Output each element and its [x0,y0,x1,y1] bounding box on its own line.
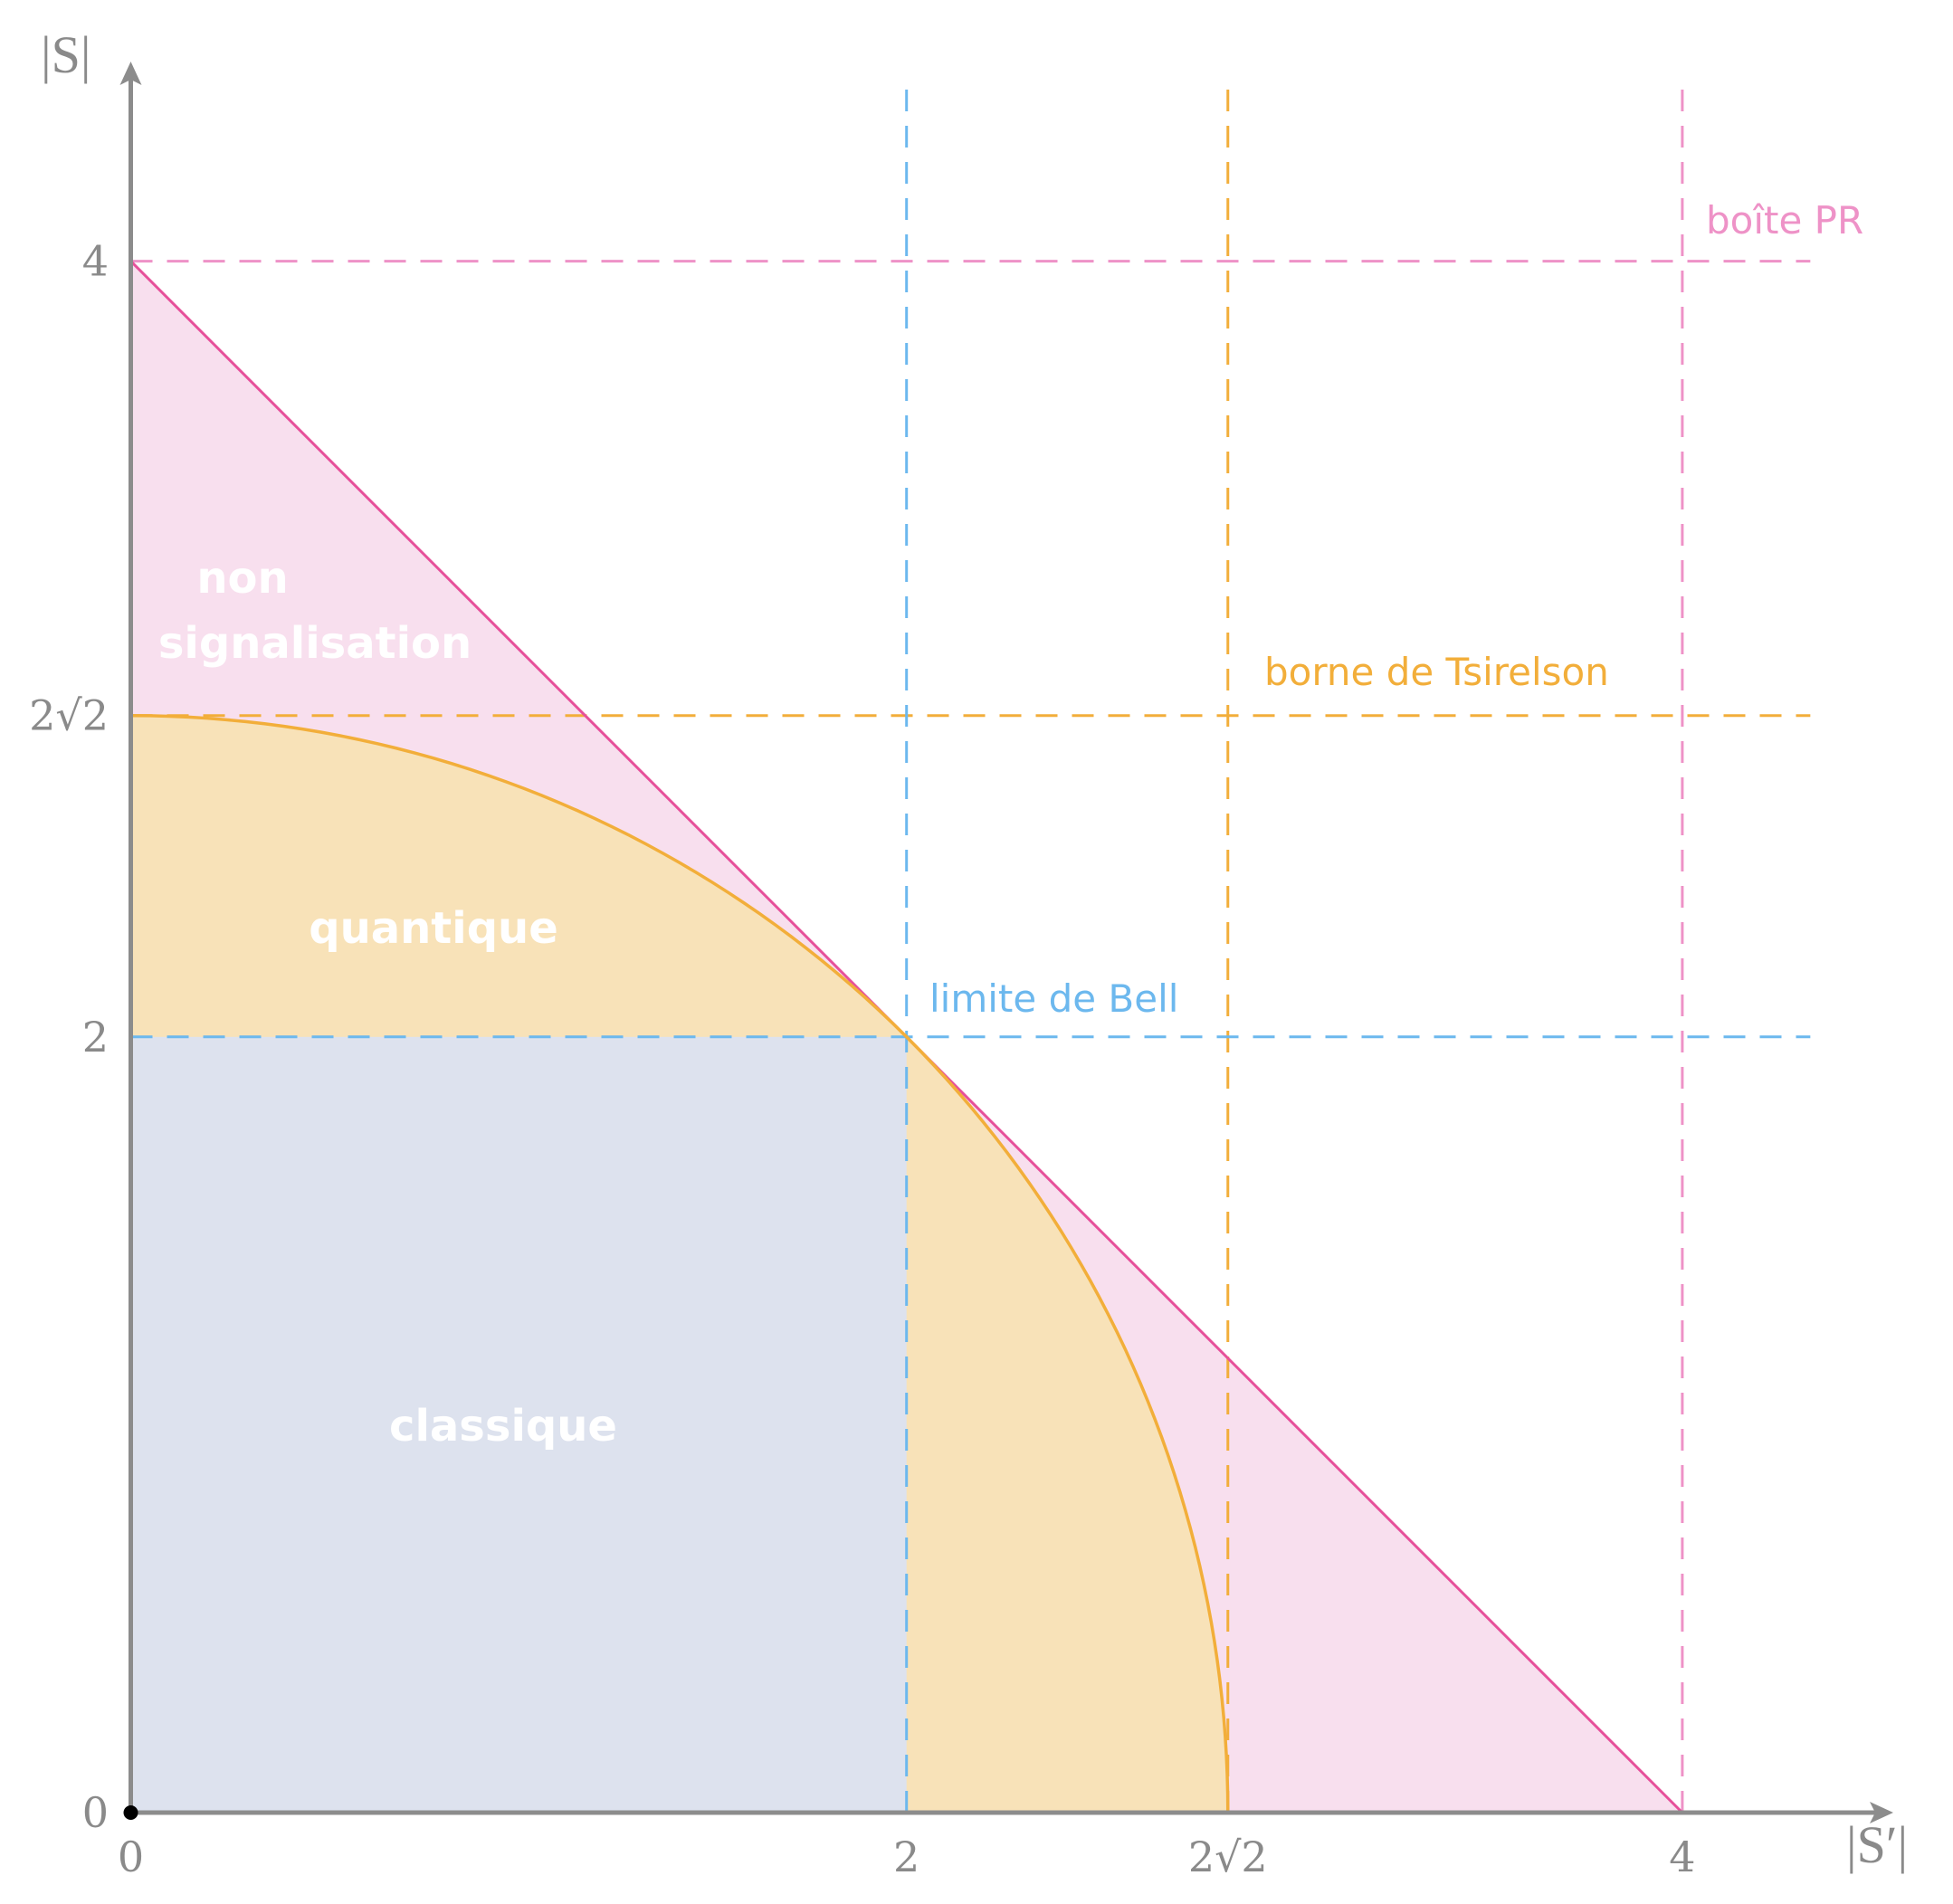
axes [119,62,1893,1823]
x-tick-label: 2 [893,1833,919,1881]
region-label: non [196,553,288,604]
region-edges [129,260,1683,1814]
bound-label: boîte PR [1706,198,1863,243]
bound-label: limite de Bell [929,976,1178,1021]
y-tick-label: 4 [82,237,109,286]
region-label: signalisation [158,618,472,669]
origin-point [123,1805,138,1820]
x-tick-label: 4 [1669,1833,1695,1881]
y-axis-arrow-icon [119,62,142,85]
region-classique [130,1036,907,1813]
x-tick-label: 0 [118,1833,144,1881]
bound-label: borne de Tsirelson [1264,650,1609,694]
y-tick-label: 2 [82,1013,109,1061]
y-tick-label: 2√2 [29,691,109,740]
x-axis-label: |S′| [1846,1815,1908,1874]
bound-lines [130,82,1811,1813]
x-axis-arrow-icon [1870,1802,1893,1823]
y-tick-label: 0 [82,1788,109,1837]
region-label: classique [389,1401,617,1452]
x-tick-label: 2√2 [1188,1833,1268,1881]
labels: 0 2 2√2 4 0 2 2√2 4 boîte PR borne de Tsirelson li… [29,198,1863,1881]
quantum-boundary [130,713,1230,1814]
region-label: quantique [309,903,558,954]
y-axis-label: |S| [41,25,91,84]
